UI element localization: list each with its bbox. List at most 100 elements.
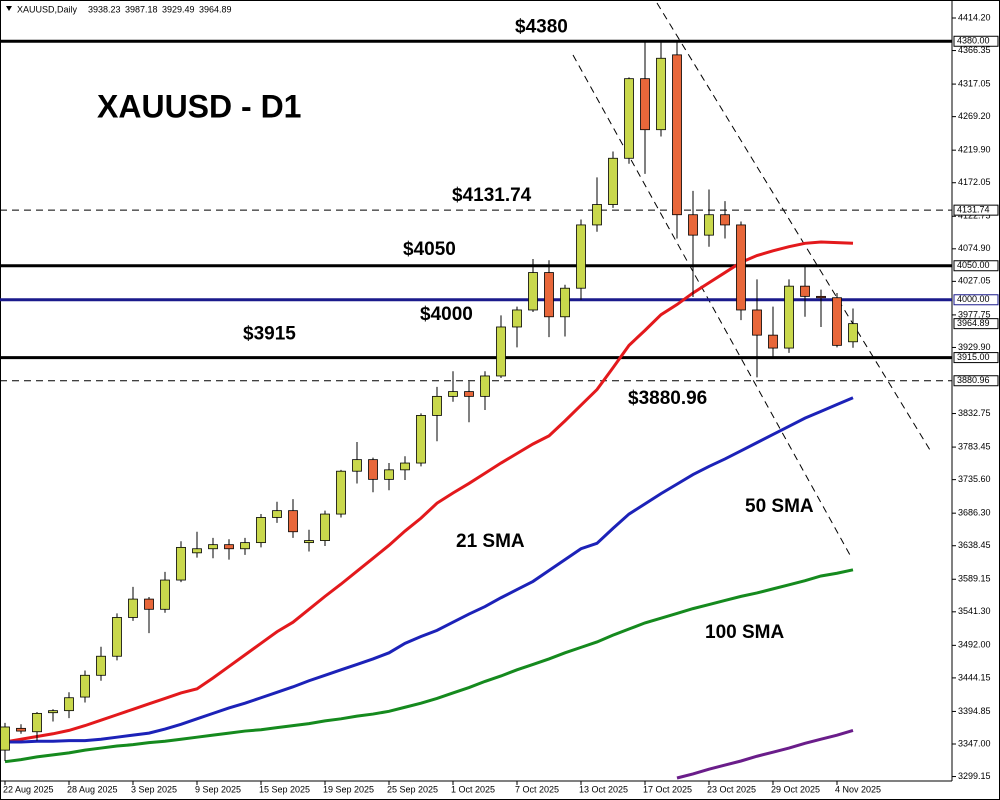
candle-body: [480, 375, 490, 397]
y-tick-label: 3541.30: [958, 606, 991, 616]
y-tick-label: 3444.15: [958, 672, 991, 682]
candle-body: [560, 287, 570, 318]
candle-body: [848, 323, 858, 343]
x-tick-label: 9 Sep 2025: [195, 784, 241, 794]
x-tick-label: 19 Sep 2025: [323, 784, 374, 794]
candle-body: [736, 224, 746, 311]
level-label-box: [953, 352, 999, 364]
candle-body: [208, 544, 218, 550]
y-tick-label: 3783.45: [958, 441, 991, 451]
level-label-box: [953, 260, 999, 272]
candle-body: [624, 78, 634, 159]
level-annotation: $4050: [403, 239, 456, 260]
candle-body: [384, 469, 394, 480]
level-label: 4380.00: [957, 36, 990, 46]
y-tick-label: 4317.05: [958, 78, 991, 88]
x-tick-label: 25 Sep 2025: [387, 784, 438, 794]
candle-body: [272, 510, 282, 518]
level-label-box: [953, 204, 999, 216]
candle-body: [704, 214, 714, 236]
y-tick-label: 3929.90: [958, 342, 991, 352]
x-tick-label: 23 Oct 2025: [707, 784, 756, 794]
candle-body: [0, 726, 10, 751]
candle-body: [176, 546, 186, 581]
candle-body: [608, 157, 618, 205]
candle-body: [80, 674, 90, 698]
candle-body: [400, 462, 410, 471]
y-tick-label: 3686.30: [958, 508, 991, 518]
level-label: 4050.00: [957, 260, 990, 270]
level-label: 3915.00: [957, 352, 990, 362]
x-tick-label: 7 Oct 2025: [515, 784, 559, 794]
level-annotation: $4000: [420, 304, 473, 325]
sma-line: [676, 728, 854, 780]
sma-line: [4, 240, 854, 744]
candle-body: [304, 540, 314, 544]
level-label-box: [953, 35, 999, 47]
candle-body: [784, 285, 794, 349]
candle-body: [464, 391, 474, 397]
candle-body: [720, 214, 730, 226]
y-tick-label: 4027.05: [958, 276, 991, 286]
candle-body: [656, 57, 666, 131]
candle-body: [320, 513, 330, 541]
level-annotation: $4380: [515, 16, 568, 37]
y-tick-label: 3735.60: [958, 474, 991, 484]
x-tick-label: 3 Sep 2025: [131, 784, 177, 794]
level-label: 3880.96: [957, 375, 990, 385]
last-price-label: 3964.89: [957, 318, 990, 328]
sma-label: 100 SMA: [705, 622, 784, 643]
candle-body: [16, 727, 26, 732]
level-annotation: $3915: [243, 324, 296, 345]
candle-body: [32, 712, 42, 733]
sma-label: 21 SMA: [456, 531, 525, 552]
header-close: 3964.89: [199, 4, 232, 14]
symbol: XAUUSD,Daily: [17, 4, 78, 14]
candle-body: [288, 510, 298, 533]
level-label: 4131.74: [957, 205, 990, 215]
level-annotation: $3880.96: [628, 388, 707, 409]
candle-body: [800, 285, 810, 297]
candle-body: [672, 54, 682, 216]
candle-body: [64, 697, 74, 712]
header-open: 3938.23: [88, 4, 121, 14]
candle-body: [416, 415, 426, 464]
y-tick-label: 3299.15: [958, 771, 991, 781]
candle-body: [160, 579, 170, 610]
x-tick-label: 15 Sep 2025: [259, 784, 310, 794]
candle-body: [352, 459, 362, 472]
y-tick-label: 3589.15: [958, 574, 991, 584]
symbol-icon: [6, 6, 12, 11]
candle-body: [528, 272, 538, 311]
candle-body: [128, 598, 138, 618]
y-tick-label: 4172.05: [958, 177, 991, 187]
x-tick-label: 22 Aug 2025: [3, 784, 54, 794]
x-tick-label: 29 Oct 2025: [771, 784, 820, 794]
candle-body: [224, 544, 234, 550]
candle-body: [752, 309, 762, 336]
x-tick-label: 1 Oct 2025: [451, 784, 495, 794]
x-tick-label: 13 Oct 2025: [579, 784, 628, 794]
sma-label: 50 SMA: [745, 496, 814, 517]
candle-body: [816, 295, 826, 299]
y-tick-label: 3394.85: [958, 706, 991, 716]
candle-body: [192, 548, 202, 554]
x-tick-label: 28 Aug 2025: [67, 784, 118, 794]
candle-body: [544, 272, 554, 318]
y-tick-label: 4414.20: [958, 12, 991, 22]
candle-body: [688, 214, 698, 236]
candle-body: [592, 204, 602, 226]
candle-body: [96, 655, 106, 676]
x-tick-label: 4 Nov 2025: [835, 784, 881, 794]
y-tick-label: 3492.00: [958, 640, 991, 650]
candle-body: [496, 326, 506, 377]
level-label-box: [953, 375, 999, 387]
candle-body: [832, 297, 842, 346]
y-tick-label: 4074.90: [958, 243, 991, 253]
candle-body: [336, 470, 346, 515]
sma-line: [5, 396, 854, 744]
candle-body: [240, 542, 250, 550]
header-high: 3987.18: [125, 4, 158, 14]
sma-line: [4, 568, 854, 764]
